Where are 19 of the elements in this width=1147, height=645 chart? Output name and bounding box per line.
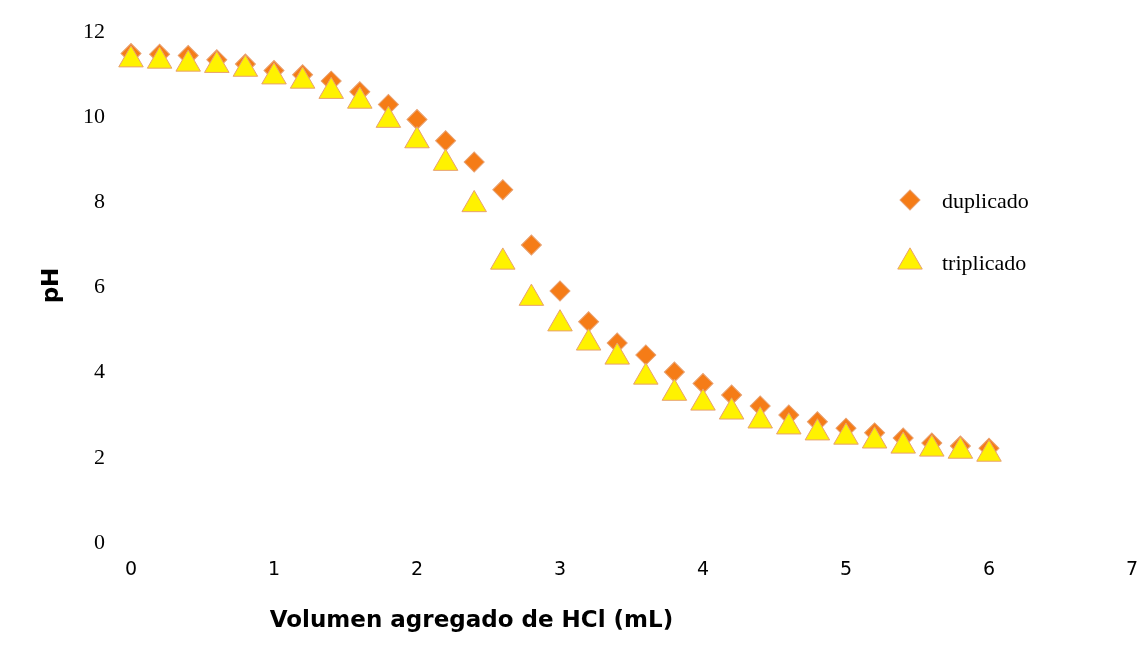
x-tick-label: 1 [267, 557, 281, 579]
y-tick-label: 4 [94, 358, 105, 384]
legend-label: duplicado [942, 187, 1029, 213]
x-axis-title: Volumen agregado de HCl (mL) [269, 606, 674, 632]
y-tick-label: 10 [83, 102, 105, 128]
y-tick-label: 6 [94, 273, 105, 299]
x-tick-label: 0 [124, 557, 138, 579]
x-tick-label: 4 [696, 557, 710, 579]
legend-label: triplicado [942, 249, 1027, 275]
x-tick-label: 3 [553, 557, 567, 579]
x-tick-label: 6 [982, 557, 996, 579]
y-tick-label: 0 [94, 528, 105, 554]
x-tick-label: 7 [1125, 557, 1139, 579]
y-tick-label: 2 [94, 443, 105, 469]
y-tick-label: 12 [83, 17, 105, 43]
y-tick-label: 8 [94, 188, 105, 214]
x-tick-label: 5 [839, 557, 853, 579]
x-tick-label: 2 [410, 557, 424, 579]
y-axis-title: pH [37, 267, 63, 304]
